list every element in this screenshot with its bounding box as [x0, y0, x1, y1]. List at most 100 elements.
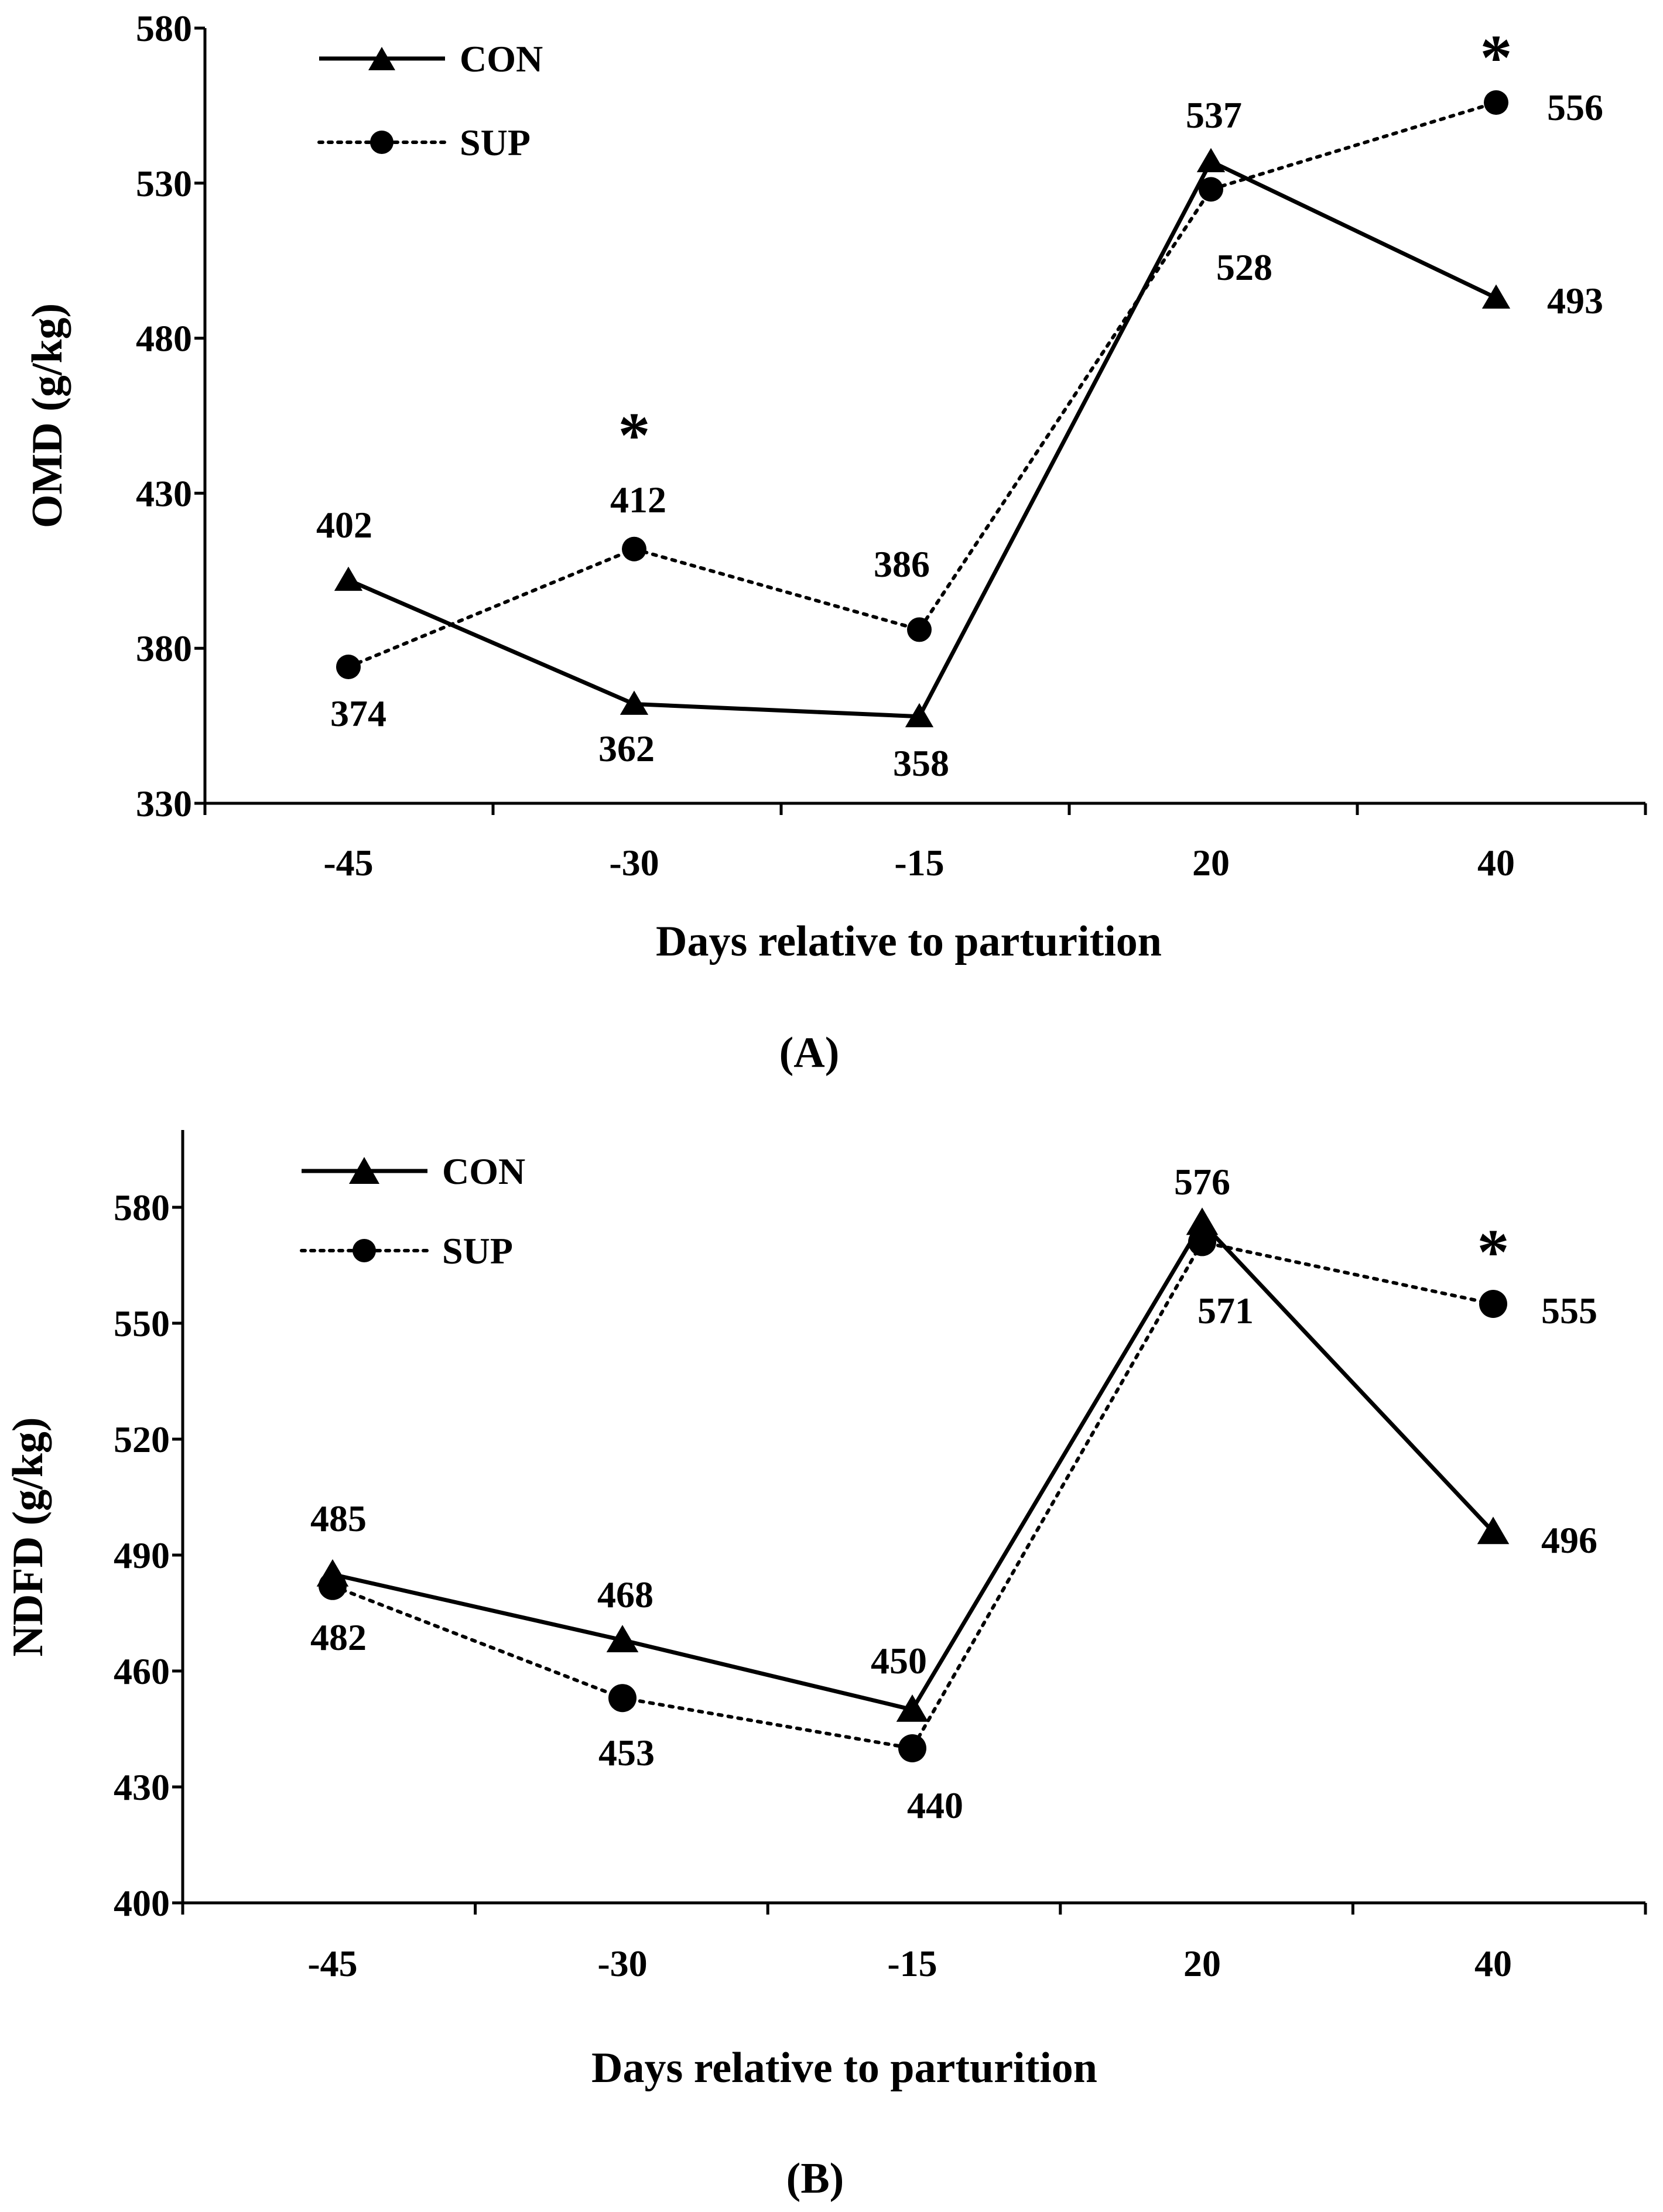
data-label: 453 [598, 1732, 655, 1773]
x-ticks: -45 -30 -15 20 40 [203, 803, 1647, 884]
y-ticks: 400 430 460 490 520 550 580 [114, 1187, 183, 1924]
data-label: 482 [310, 1617, 367, 1658]
significance-star: * [1480, 22, 1513, 93]
x-tick-label: -15 [894, 842, 944, 884]
y-tick-label: 460 [114, 1651, 170, 1692]
legend-item-con: CON [302, 1150, 525, 1192]
data-label: 576 [1174, 1161, 1230, 1203]
data-label: 362 [598, 728, 655, 769]
significance-markers: * [1477, 1216, 1510, 1288]
legend-label: SUP [460, 122, 531, 163]
circle-marker [1188, 1228, 1216, 1256]
circle-marker-icon [353, 1239, 376, 1262]
data-label: 450 [871, 1640, 927, 1682]
significance-markers: * * [618, 22, 1513, 471]
y-axis-label: OMD (g/kg) [23, 303, 71, 528]
legend: CON SUP [317, 38, 543, 163]
legend-label: SUP [442, 1230, 513, 1272]
y-tick-label: 380 [136, 628, 192, 669]
triangle-marker [620, 690, 649, 715]
x-tick-label: -30 [609, 842, 659, 884]
data-label: 571 [1197, 1290, 1254, 1331]
x-tick-label: -45 [307, 1943, 357, 1984]
y-tick-label: 580 [136, 8, 192, 49]
y-tick-label: 430 [136, 472, 192, 514]
legend-item-sup: SUP [317, 122, 531, 163]
y-tick-label: 490 [114, 1535, 170, 1576]
circle-marker [1199, 177, 1223, 202]
series-markers [334, 90, 1511, 728]
x-tick-label: -30 [597, 1943, 647, 1984]
data-label: 386 [874, 543, 930, 585]
y-tick-label: 520 [114, 1419, 170, 1460]
triangle-marker [316, 1559, 349, 1587]
series-line-sup [347, 101, 1498, 669]
x-tick-label: 40 [1477, 842, 1515, 884]
triangle-marker [905, 703, 934, 728]
x-ticks: -45 -30 -15 20 40 [181, 1903, 1647, 1984]
data-label: 556 [1547, 87, 1603, 128]
data-label: 440 [907, 1785, 963, 1826]
axes [203, 28, 1645, 805]
circle-marker [1484, 90, 1508, 115]
x-tick-label: 20 [1183, 1943, 1221, 1984]
circle-marker [898, 1734, 926, 1762]
series-line-con [330, 1220, 1496, 1712]
data-label: 402 [316, 504, 372, 546]
y-axis-label: NDFD (g/kg) [4, 1417, 52, 1656]
x-tick-label: -15 [887, 1943, 937, 1984]
x-tick-label: -45 [323, 842, 373, 884]
significance-star: * [1477, 1216, 1510, 1288]
triangle-marker [1186, 1207, 1219, 1235]
data-label: 537 [1186, 94, 1242, 136]
triangle-marker-icon [368, 47, 395, 70]
data-label: 412 [610, 479, 666, 521]
triangle-marker [1196, 148, 1226, 173]
circle-marker [336, 654, 361, 679]
circle-marker [907, 617, 932, 642]
circle-marker [608, 1684, 637, 1713]
panel-label: (A) [779, 1029, 840, 1077]
legend-item-con: CON [319, 38, 543, 80]
data-label: 485 [310, 1498, 367, 1539]
y-tick-label: 400 [114, 1882, 170, 1924]
circle-marker [622, 536, 646, 561]
y-tick-label: 330 [136, 783, 192, 824]
data-label: 374 [330, 693, 386, 734]
triangle-marker-icon [349, 1157, 379, 1184]
triangle-marker [896, 1694, 929, 1722]
legend-item-sup: SUP [300, 1230, 513, 1272]
triangle-marker [606, 1625, 639, 1652]
triangle-marker [1481, 284, 1511, 309]
x-tick-label: 40 [1474, 1943, 1512, 1984]
data-label: 496 [1541, 1519, 1597, 1561]
panel-label: (B) [786, 2155, 844, 2203]
chart-panel-a: 330 380 430 480 530 580 -45 -30 -15 20 40 402 362… [23, 8, 1647, 1077]
x-axis-label: Days relative to parturition [656, 917, 1162, 965]
y-tick-label: 480 [136, 318, 192, 359]
data-label: 555 [1541, 1290, 1597, 1331]
data-label: 358 [893, 742, 949, 784]
chart-panel-b: 400 430 460 490 520 550 580 -45 -30 -15 20 40 485 … [4, 1130, 1647, 2203]
data-labels: 485 468 450 576 496 482 453 440 571 555 [310, 1161, 1597, 1826]
data-label: 468 [597, 1574, 653, 1615]
series-line-sup [331, 1240, 1495, 1750]
legend-label: CON [442, 1150, 525, 1192]
data-label: 528 [1216, 246, 1272, 288]
circle-marker [1479, 1290, 1507, 1318]
triangle-marker [1477, 1516, 1510, 1545]
series-markers [316, 1207, 1510, 1762]
x-axis-label: Days relative to parturition [591, 2044, 1097, 2092]
triangle-marker [334, 566, 363, 591]
y-ticks: 330 380 430 480 530 580 [136, 8, 205, 824]
y-tick-label: 530 [136, 163, 192, 204]
data-label: 493 [1547, 280, 1603, 321]
y-tick-label: 580 [114, 1187, 170, 1228]
legend-label: CON [460, 38, 543, 80]
y-tick-label: 550 [114, 1303, 170, 1344]
legend: CON SUP [300, 1150, 525, 1272]
data-labels: 402 362 358 537 493 374 412 386 528 556 [316, 87, 1603, 784]
significance-star: * [618, 399, 651, 471]
x-tick-label: 20 [1192, 842, 1230, 884]
